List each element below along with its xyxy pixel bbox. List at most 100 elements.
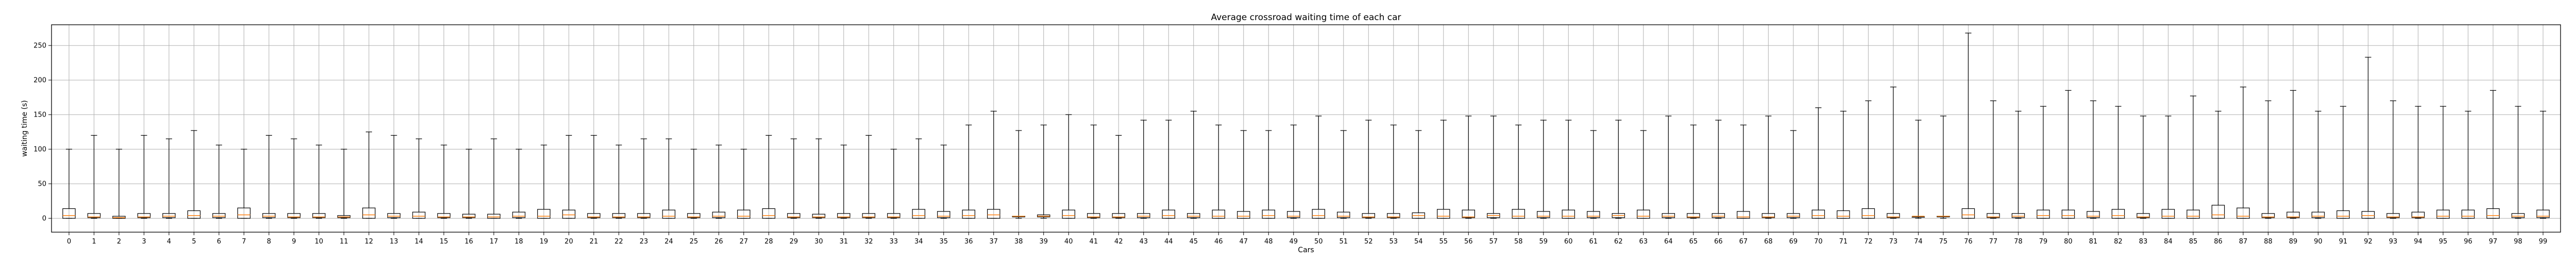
box-item	[487, 138, 501, 219]
box-iqr	[1287, 211, 1300, 218]
x-tick-label: 37	[989, 238, 998, 246]
box-item	[612, 144, 625, 219]
box-iqr	[2236, 207, 2250, 219]
box-iqr	[2411, 212, 2425, 218]
box-item	[1987, 100, 2000, 219]
box-item	[1037, 124, 1050, 219]
box-item	[562, 135, 575, 219]
x-tick-label: 5	[192, 238, 196, 246]
plot-frame	[51, 24, 2561, 233]
box-iqr	[1212, 209, 1225, 219]
box-item	[1112, 135, 1125, 219]
box-iqr	[1087, 213, 1100, 218]
box-item	[2511, 106, 2525, 219]
box-iqr	[1637, 209, 1650, 219]
box-item	[1512, 124, 1526, 219]
box-item	[762, 135, 775, 219]
x-tick-label: 35	[939, 238, 948, 246]
x-tick-label: 54	[1414, 238, 1423, 246]
box-iqr	[2511, 213, 2525, 218]
box-item	[587, 135, 601, 219]
x-tick-label: 11	[340, 238, 348, 246]
box-item	[1811, 107, 1825, 219]
box-iqr	[1462, 209, 1476, 218]
y-axis: 0 50 100 150 200 250	[33, 42, 52, 223]
box-item	[1687, 124, 1700, 219]
box-iqr	[1137, 213, 1150, 218]
box-iqr	[537, 209, 551, 219]
y-tick-label: 200	[33, 77, 46, 85]
box-item	[2011, 110, 2025, 219]
x-tick-label: 73	[1889, 238, 1898, 246]
x-tick-label: 20	[565, 238, 573, 246]
x-tick-label: 72	[1864, 238, 1873, 246]
x-tick-label: 83	[2139, 238, 2148, 246]
box-iqr	[1737, 211, 1750, 219]
box-item	[1537, 120, 1550, 219]
x-tick-label: 59	[1539, 238, 1548, 246]
box-iqr	[312, 213, 326, 218]
x-tick-label: 97	[2489, 238, 2498, 246]
box-item	[1837, 110, 1850, 219]
box-item	[2211, 110, 2225, 219]
x-tick-label: 30	[815, 238, 823, 246]
x-tick-label: 99	[2539, 238, 2548, 246]
x-tick-label: 51	[1339, 238, 1348, 246]
box-iqr	[1987, 213, 2000, 218]
box-iqr	[612, 213, 625, 218]
box-item	[987, 110, 1001, 219]
box-item	[437, 144, 451, 219]
box-iqr	[787, 213, 801, 218]
x-axis-label: Cars	[1298, 246, 1314, 254]
x-tick-label: 96	[2464, 238, 2472, 246]
x-tick-label: 29	[789, 238, 798, 246]
box-item	[1137, 120, 1150, 219]
box-item	[2361, 57, 2375, 219]
x-tick-label: 87	[2239, 238, 2248, 246]
box-item	[262, 135, 276, 219]
box-item	[2411, 106, 2425, 219]
box-item	[2187, 95, 2200, 219]
x-tick-label: 66	[1714, 238, 1723, 246]
x-tick-label: 69	[1789, 238, 1798, 246]
x-tick-label: 47	[1239, 238, 1248, 246]
x-tick-label: 0	[67, 238, 71, 246]
box-item	[1637, 130, 1650, 219]
box-item	[87, 135, 101, 219]
box-iqr	[812, 214, 825, 218]
box-item	[1961, 32, 1975, 219]
box-item	[862, 135, 875, 219]
x-tick-label: 10	[315, 238, 324, 246]
x-tick-label: 44	[1164, 238, 1173, 246]
box-item	[1562, 120, 1575, 219]
box-iqr	[362, 207, 376, 219]
box-iqr	[1312, 209, 1325, 219]
x-tick-label: 63	[1639, 238, 1648, 246]
x-tick-label: 13	[389, 238, 398, 246]
x-tick-label: 16	[465, 238, 473, 246]
box-item	[162, 138, 176, 219]
x-tick-label: 7	[242, 238, 246, 246]
box-item	[1412, 130, 1426, 219]
box-iqr	[862, 213, 875, 218]
y-tick-label: 100	[33, 146, 46, 154]
x-tick-label: 55	[1439, 238, 1448, 246]
x-tick-label: 61	[1589, 238, 1598, 246]
box-item	[1737, 124, 1750, 219]
box-item	[2061, 90, 2075, 219]
x-tick-label: 19	[539, 238, 548, 246]
x-tick-label: 93	[2389, 238, 2398, 246]
box-iqr	[587, 213, 601, 218]
box-iqr	[1687, 213, 1700, 218]
x-tick-label: 75	[1939, 238, 1948, 246]
box-item	[962, 124, 975, 219]
x-tick-label: 76	[1964, 238, 1973, 246]
box-iqr	[1711, 213, 1725, 218]
box-item	[1861, 100, 1875, 219]
box-iqr	[762, 208, 775, 219]
box-item	[887, 149, 901, 219]
box-item	[387, 135, 401, 219]
x-tick-label: 23	[639, 238, 648, 246]
box-item	[2461, 110, 2475, 219]
